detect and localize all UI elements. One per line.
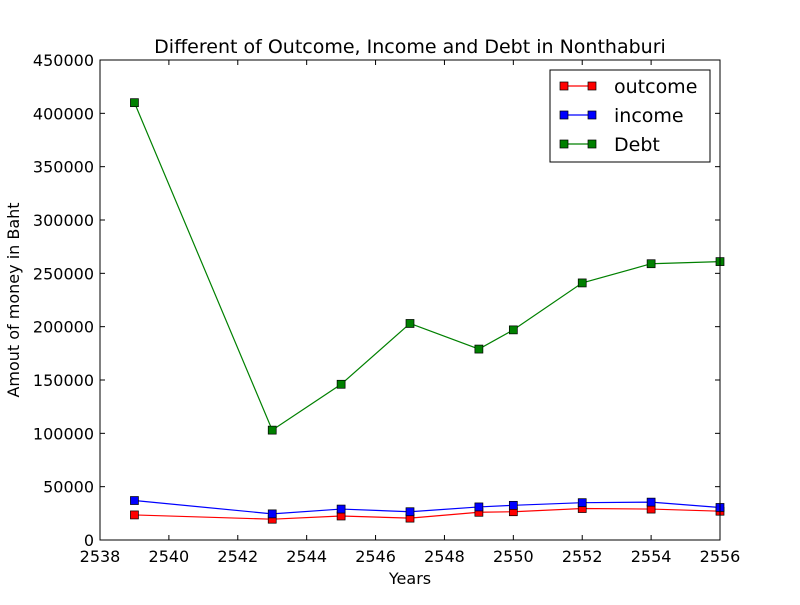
series-income: [130, 496, 725, 519]
data-point: [405, 507, 415, 517]
data-point: [130, 496, 139, 505]
legend-marker: [559, 81, 569, 91]
data-point: [336, 379, 346, 389]
y-tick-label: 100000: [33, 424, 94, 443]
axis-ticks: 2538 2540 2542 2544 2546 2548 2550 2552 2554 2556…: [33, 51, 740, 566]
y-tick-label: 250000: [33, 264, 94, 283]
x-axis-label: Years: [388, 569, 431, 588]
series-line-income: [134, 499, 721, 515]
legend-entry-income: income: [559, 105, 684, 127]
legend-label: outcome: [614, 76, 697, 98]
legend-marker: [559, 110, 569, 120]
data-point: [267, 425, 277, 435]
data-point: [646, 497, 656, 507]
y-axis-label: Amout of money in Baht: [4, 202, 23, 397]
data-point: [508, 325, 518, 335]
data-point: [405, 319, 415, 328]
legend-entry-outcome: outcome: [559, 76, 697, 98]
data-point: [646, 259, 656, 269]
legend-label: income: [614, 105, 684, 127]
legend-marker: [587, 81, 597, 91]
legend-marker: [559, 139, 569, 149]
data-point: [508, 500, 518, 510]
x-tick-label: 2546: [355, 547, 396, 566]
x-tick-label: 2538: [80, 547, 121, 566]
data-point: [267, 509, 277, 519]
y-tick-label: 450000: [33, 51, 94, 70]
legend-marker: [587, 139, 597, 149]
x-tick-label: 2556: [700, 547, 741, 566]
data-point: [577, 498, 587, 508]
x-tick-label: 2552: [562, 547, 603, 566]
data-point: [577, 278, 587, 288]
x-tick-label: 2544: [286, 547, 327, 566]
x-tick-label: 2542: [217, 547, 258, 566]
data-point: [336, 504, 346, 514]
y-tick-label: 200000: [33, 318, 94, 337]
y-tick-label: 400000: [33, 104, 94, 123]
x-tick-label: 2548: [424, 547, 465, 566]
data-point: [130, 98, 139, 108]
data-point: [474, 502, 484, 512]
y-tick-label: 300000: [33, 211, 94, 230]
legend-entry-debt: Debt: [559, 134, 660, 156]
legend-box: [549, 69, 711, 163]
legend: outcome income Debt: [549, 69, 711, 163]
y-tick-label: 50000: [43, 478, 94, 497]
legend-label: Debt: [614, 134, 660, 156]
plot-frame: [99, 59, 721, 541]
y-tick-label: 350000: [33, 158, 94, 177]
chart-title: Different of Outcome, Income and Debt in…: [154, 36, 666, 58]
x-tick-label: 2550: [493, 547, 534, 566]
x-tick-label: 2540: [149, 547, 190, 566]
data-point: [130, 510, 139, 520]
legend-marker: [587, 110, 597, 120]
series-outcome: [130, 504, 725, 524]
y-tick-label: 150000: [33, 371, 94, 390]
x-tick-label: 2554: [631, 547, 672, 566]
y-tick-label: 0: [84, 531, 94, 550]
data-point: [474, 344, 484, 354]
